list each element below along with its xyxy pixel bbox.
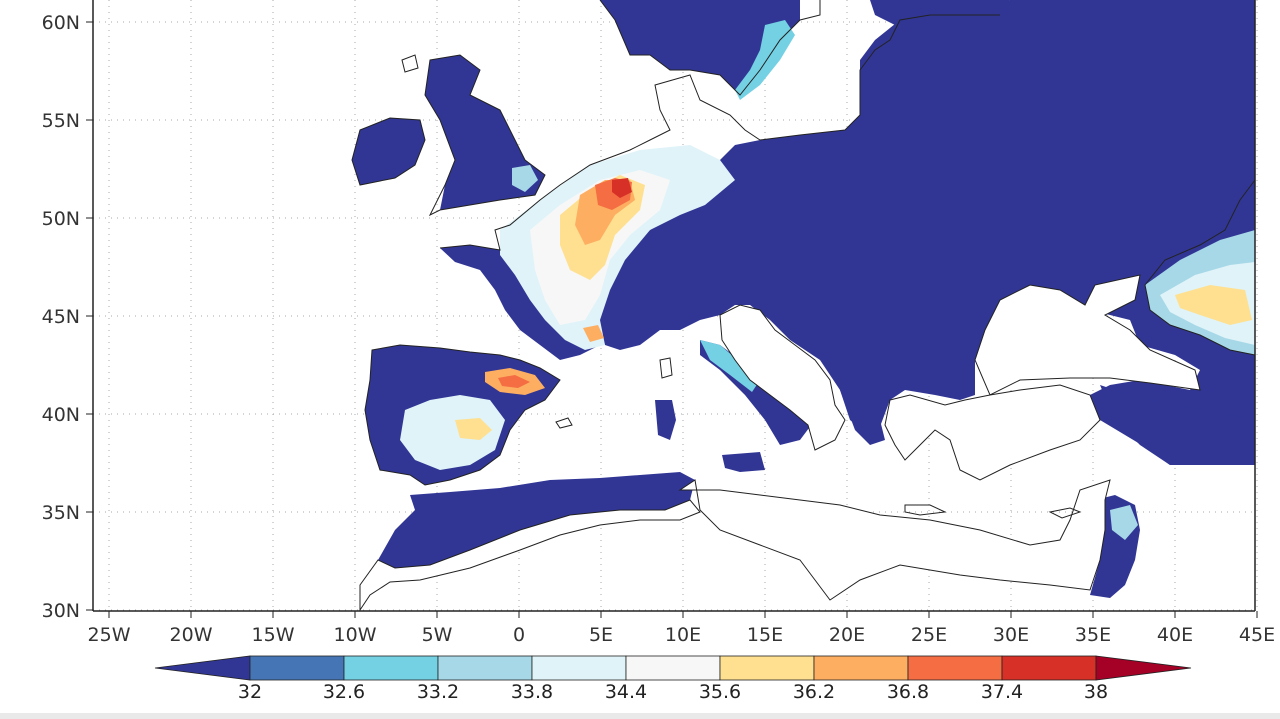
colorbar-segment	[437, 655, 533, 681]
colorbar-segment	[719, 655, 815, 681]
colorbar-label: 33.8	[511, 681, 553, 703]
colorbar-high-arrow	[1095, 655, 1192, 681]
lon-tick-label: 25W	[88, 624, 131, 646]
heat-region-cyan-italy	[700, 340, 760, 392]
sicily-blue	[722, 452, 765, 472]
heat-region-yellow-caspian	[1175, 285, 1252, 325]
colorbar-label: 32.6	[323, 681, 365, 703]
colorbar-label: 35.6	[699, 681, 741, 703]
colorbar-segment	[531, 655, 627, 681]
north-africa-west-coast	[359, 499, 701, 612]
anatolia-blue	[1100, 385, 1255, 465]
colorbar-label: 38	[1084, 681, 1108, 703]
colorbar-label: 36.2	[793, 681, 835, 703]
heat-region-cyan-levant	[1110, 505, 1138, 540]
lon-tick-label: 30E	[993, 624, 1029, 646]
window-bottom-edge	[0, 713, 1280, 719]
cyprus-coastline	[1048, 507, 1082, 519]
lon-tick-label: 10E	[665, 624, 701, 646]
lat-tick-label: 35N	[42, 502, 80, 524]
colorbar-segment	[907, 655, 1003, 681]
caspian-coastline	[1144, 179, 1256, 356]
greece-turkey-coast	[884, 384, 1101, 481]
sardinia-blue	[655, 400, 676, 440]
lat-tick-label: 30N	[42, 600, 80, 622]
colorbar-label: 32	[238, 681, 262, 703]
lon-tick-label: 15W	[252, 624, 295, 646]
continental-europe-blue	[595, 0, 1255, 465]
lon-tick-label: 10W	[334, 624, 377, 646]
lon-tick-label: 5E	[589, 624, 613, 646]
lat-tick-label: 45N	[42, 306, 80, 328]
heat-region-darkred-france	[612, 178, 632, 198]
lon-tick-label: 15E	[747, 624, 783, 646]
lon-tick-label: 35E	[1075, 624, 1111, 646]
crete-coastline	[904, 504, 947, 516]
colorbar-segment	[813, 655, 909, 681]
lon-tick-label: 25E	[911, 624, 947, 646]
ireland-blue	[352, 118, 425, 185]
colorbar-segment	[343, 655, 439, 681]
latitude-ticks: 60N 55N 50N 45N 40N 35N 30N	[42, 12, 93, 622]
heat-region-red-catalonia	[498, 375, 530, 388]
lon-tick-label: 5W	[422, 624, 453, 646]
colorbar-label: 34.4	[605, 681, 647, 703]
lat-tick-label: 50N	[42, 208, 80, 230]
colorbar-segment	[1001, 655, 1097, 681]
balkans-blue	[840, 390, 885, 445]
lon-tick-label: 20E	[829, 624, 865, 646]
lat-tick-label: 55N	[42, 110, 80, 132]
north-africa-blue	[378, 472, 695, 568]
lon-tick-label: 20W	[170, 624, 213, 646]
western-europe-coastline	[439, 14, 1000, 251]
colorbar-label: 37.4	[981, 681, 1023, 703]
lon-tick-label: 40E	[1157, 624, 1193, 646]
heat-region-light-iberia	[400, 395, 505, 470]
longitude-ticks: 25W 20W 15W 10W 5W 0 5E 10E 15E 20E 25E 30E 35E 40E 45…	[88, 611, 1275, 646]
lat-tick-label: 60N	[42, 12, 80, 34]
ireland-coastline	[351, 117, 426, 186]
iberia-coastline	[364, 344, 561, 486]
colorbar-label: 36.8	[887, 681, 929, 703]
britain-coastline	[424, 54, 546, 217]
heat-region-yellow-iberia	[455, 418, 492, 440]
corsica-coastline	[659, 357, 673, 379]
land-areas	[351, 0, 1256, 612]
italy-peninsula-unshaded	[719, 304, 846, 451]
iceland-islet	[401, 54, 419, 73]
colorbar: 32 32.6 33.2 33.8 34.4 35.6 36.2 36.8 37.4 38	[154, 655, 1192, 703]
colorbar-low-arrow	[154, 655, 251, 681]
lon-tick-label: 0	[513, 624, 525, 646]
north-africa-east-coast	[678, 479, 1111, 601]
colorbar-segment	[625, 655, 721, 681]
lat-tick-label: 40N	[42, 404, 80, 426]
black-sea-coast	[974, 274, 1201, 396]
colorbar-segment	[249, 655, 345, 681]
scandinavia-coastline	[599, 0, 821, 96]
colorbar-label: 33.2	[417, 681, 459, 703]
heat-region-orange-provence	[583, 325, 604, 342]
heat-region-cyan-uk	[512, 165, 538, 192]
balearic-islet	[555, 417, 573, 429]
lon-tick-label: 45E	[1239, 624, 1275, 646]
